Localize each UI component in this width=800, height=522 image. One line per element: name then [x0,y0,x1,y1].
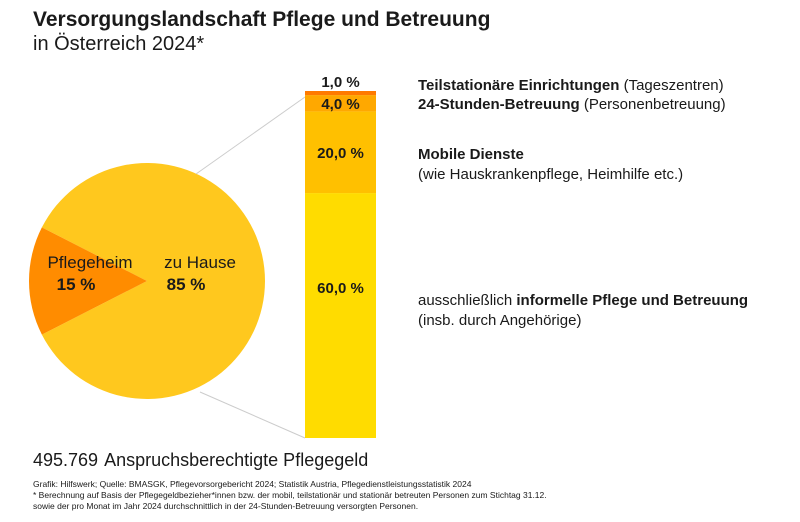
pie-chart: zu Hause 85 % Pflegeheim 15 % [28,163,265,399]
connector-lines [195,96,306,439]
chart-area: zu Hause 85 % Pflegeheim 15 % 60,0 % 20,0 % 4… [28,74,376,439]
bar-value-24h: 4,0 % [321,96,359,113]
legend-24h-bold: 24-Stunden-Betreuung [418,96,580,113]
legend-24h: 24-Stunden-Betreuung (Personenbetreuung) [418,95,726,115]
footnote-1: * Berechnung auf Basis der Pflegegeldbez… [33,490,547,500]
connector-top [195,96,306,175]
legend-teilstationaer-rest: (Tageszentren) [619,77,724,94]
chart-title: Versorgungslandschaft Pflege und Betreuu… [33,8,491,31]
pie-label-zu-hause: zu Hause [164,253,236,272]
source-note: Grafik: Hilfswerk; Quelle: BMASGK, Pfleg… [33,479,472,489]
total-label: Anspruchsberechtigte Pflegegeld [104,450,369,470]
pie-slice-pflegeheim [28,227,148,335]
legend-informal-line2: (insb. durch Angehörige) [418,312,582,329]
legend-mobile-line2: (wie Hauskrankenpflege, Heimhilfe etc.) [418,166,684,183]
bar-segment-mobile [305,111,376,194]
total-line: 495.769 Anspruchsberechtigte Pflegegeld [33,450,368,471]
bar-segment-24h [305,95,376,112]
total-value: 495.769 [33,450,99,470]
legend-teilstationaer: Teilstationäre Einrichtungen (Tageszentr… [418,76,724,96]
pie-value-zu-hause: 85 % [167,275,206,294]
legend-informal-pre: ausschließlich [418,292,517,309]
legend-mobile-bold: Mobile Dienste [418,146,524,163]
pie-label-pflegeheim: Pflegeheim [47,253,132,272]
pie-value-pflegeheim: 15 % [57,275,96,294]
pie-slice-zu-hause [41,163,265,399]
legend-24h-rest: (Personenbetreuung) [579,96,726,113]
bar-segment-teilstationaer [305,91,376,96]
stacked-bar: 60,0 % 20,0 % 4,0 % 1,0 % [305,74,376,438]
bar-segment-informell [305,193,376,438]
legend-informal: ausschließlich informelle Pflege und Bet… [418,291,748,331]
legend-teilstationaer-bold: Teilstationäre Einrichtungen [418,77,620,94]
legend-mobile: Mobile Dienste (wie Hauskrankenpflege, H… [418,145,683,185]
chart-subtitle: in Österreich 2024* [33,33,205,55]
footnotes: Grafik: Hilfswerk; Quelle: BMASGK, Pfleg… [33,479,793,512]
bar-value-informell: 60,0 % [317,280,364,297]
footnote-2: sowie der pro Monat im Jahr 2024 durchsc… [33,501,419,511]
bar-value-mobile: 20,0 % [317,145,364,162]
connector-bottom [199,391,306,439]
legend-informal-bold: informelle Pflege und Betreuung [516,292,749,309]
bar-value-teilstationaer: 1,0 % [321,74,359,91]
